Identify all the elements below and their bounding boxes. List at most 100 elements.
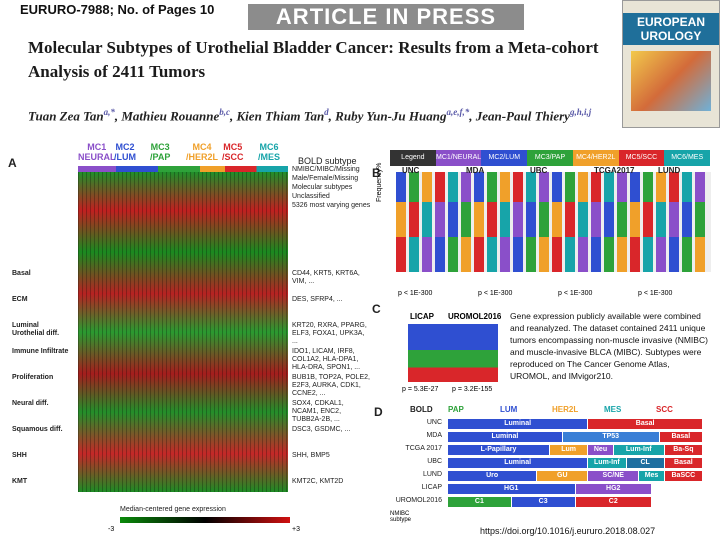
cover-journal-name: EUROPEAN UROLOGY: [623, 13, 719, 45]
subtype-sub: /PAP: [150, 152, 171, 162]
panel-d-header: HER2L: [552, 405, 579, 414]
legend-entry: MC3/PAP: [527, 150, 573, 166]
stacked-bar: [656, 172, 666, 272]
panel-d-label: D: [374, 405, 383, 419]
stacked-bar: [513, 172, 523, 272]
cohort-uromol: UROMOL2016: [448, 312, 502, 321]
subtype-name: MC2: [115, 142, 135, 152]
subtype-segment: Luminal: [448, 419, 588, 429]
panel-a-label: A: [8, 156, 17, 170]
heatmap-gene-list: IDO1, LICAM, IRF8, COL1A2, HLA-DPA1, HLA…: [292, 348, 361, 371]
subtype-segment: C1: [448, 497, 511, 507]
panel-c-bars: [408, 324, 498, 382]
cover-artwork: [631, 51, 711, 111]
top-bar: EURURO-7988; No. of Pages 10 ARTICLE IN …: [0, 0, 720, 30]
subtype-segment: C2: [575, 497, 651, 507]
subtype-segment: Basal: [588, 419, 702, 429]
legend-title: Legend: [390, 150, 436, 166]
subtype-header: MC5/SCC: [222, 142, 244, 162]
legend-entry: MC1/NEURAL: [435, 150, 482, 166]
subtype-name: MC1: [87, 142, 107, 152]
heatmap-gene-list: DSC3, GSDMC, ...: [292, 426, 351, 433]
stacked-bar: [617, 172, 627, 272]
pval-uromol: p = 3.2E-155: [452, 386, 493, 393]
subtype-color-bar: [78, 166, 288, 172]
panel-d-header: PAP: [448, 405, 464, 414]
expression-color-scale: [120, 517, 290, 523]
stacked-bar: [487, 172, 497, 272]
author-affiliation: g,h,i,j: [569, 107, 592, 117]
author-name: Ruby Yun-Ju Huang: [335, 108, 447, 124]
subtype-sub: /SCC: [222, 152, 244, 162]
subtype-segment: HG2: [575, 484, 651, 494]
p-value: p < 1E-300: [638, 290, 673, 297]
cohort-label: TCGA2017: [594, 166, 635, 175]
subtype-sub: NEURAL: [78, 152, 116, 162]
author-affiliation: d: [324, 107, 329, 117]
cohort-row-label: LICAP: [421, 484, 442, 491]
pval-licap: p = 5.3E-27: [402, 386, 439, 393]
subtype-segment: BaSCC: [664, 471, 702, 481]
p-value: p < 1E-300: [558, 290, 593, 297]
subtype-segment: Neu: [588, 445, 613, 455]
subtype-segment: Mes: [639, 471, 664, 481]
subtype-segment: GU: [537, 471, 588, 481]
heatmap-gene-list: SHH, BMP5: [292, 452, 330, 459]
cohort-row-label: TCGA 2017: [405, 445, 442, 452]
author-name: Tuan Zea Tan: [28, 108, 104, 124]
subtype-sub: /HER2L: [186, 152, 219, 162]
doi-link[interactable]: https://doi.org/10.1016/j.eururo.2018.08…: [480, 526, 656, 536]
subtype-segment: Ba-Sq: [664, 445, 702, 455]
heatmap-row-label: SHH: [12, 452, 27, 459]
heatmap-row-label: Proliferation: [12, 374, 54, 381]
panel-b-label: B: [372, 166, 381, 180]
stacked-bar: [695, 172, 705, 272]
heatmap-gene-list: KRT20, RXRA, PPARG, ELF3, FOXA1, UPK3A, …: [292, 322, 367, 345]
cohort-label: UNC: [402, 166, 420, 175]
subtype-segment: Uro: [448, 471, 537, 481]
cohort-label: UBC: [530, 166, 548, 175]
heatmap-row-label: Immune Infiltrate: [12, 348, 69, 355]
frequency-axis-label: Frequency%: [376, 162, 383, 202]
author-name: Mathieu Rouanne: [121, 108, 220, 124]
subtype-name: MC6: [259, 142, 279, 152]
stacked-bar: [591, 172, 601, 272]
stacked-bar: [396, 172, 406, 272]
cohort-subtype-row: C1 C3 C2: [448, 497, 703, 507]
subtype-sub: /MES: [258, 152, 281, 162]
heatmap-row-label: Basal: [12, 270, 31, 277]
bold-subtype-label: BOLD subtype: [298, 156, 357, 166]
heatmap-gene-list: SOX4, CDKAL1, NCAM1, ENC2, TUBB2A-2B, ..…: [292, 400, 344, 423]
stacked-bar: [448, 172, 458, 272]
scale-label: Median-centered gene expression: [120, 506, 226, 513]
heatmap-row-label: Squamous diff.: [12, 426, 63, 433]
stacked-bar: [422, 172, 432, 272]
legend-entry: MC2/LUM: [481, 150, 528, 166]
legend-entry: MC5/SCC: [618, 150, 665, 166]
heatmap-row-label: KMT: [12, 478, 28, 485]
article-in-press-banner: ARTICLE IN PRESS: [248, 4, 524, 30]
scale-min: -3: [108, 526, 115, 533]
subtype-header: MC6/MES: [258, 142, 280, 162]
author-affiliation: a,*: [103, 107, 115, 117]
stacked-bar: [539, 172, 549, 272]
nmibc-subtype-label: NMIBC subtype: [390, 511, 412, 523]
stacked-bar: [578, 172, 588, 272]
heatmap-gene-list: DES, SFRP4, ...: [292, 296, 343, 303]
author-affiliation: b,c: [219, 107, 231, 117]
subtype-segment: Luminal: [448, 458, 588, 468]
journal-id: EURURO-7988; No. of Pages 10: [20, 2, 215, 17]
heatmap-gene-list: KMT2C, KMT2D: [292, 478, 344, 485]
article-title: Molecular Subtypes of Urothelial Bladder…: [28, 38, 599, 81]
panel-c-label: C: [372, 302, 381, 316]
cohort-subtype-row: L-Papillary Lum Neu Lum-Inf Ba-Sq: [448, 445, 703, 455]
stacked-bar: [682, 172, 692, 272]
heatmap-gene-list: CD44, KRT5, KRT6A, VIM, ...: [292, 270, 360, 285]
subtype-name: MC4: [192, 142, 212, 152]
annotation-label: Unclassified: [292, 193, 330, 200]
subtype-segment: Lum-Inf: [588, 458, 626, 468]
author-list: Tuan Zea Tana,*, Mathieu Rouanneb,c, Kie…: [28, 107, 592, 124]
stacked-bar: [552, 172, 562, 272]
stacked-bar: [565, 172, 575, 272]
annotation-label: NMIBC/MIBC/Missing: [292, 166, 360, 173]
